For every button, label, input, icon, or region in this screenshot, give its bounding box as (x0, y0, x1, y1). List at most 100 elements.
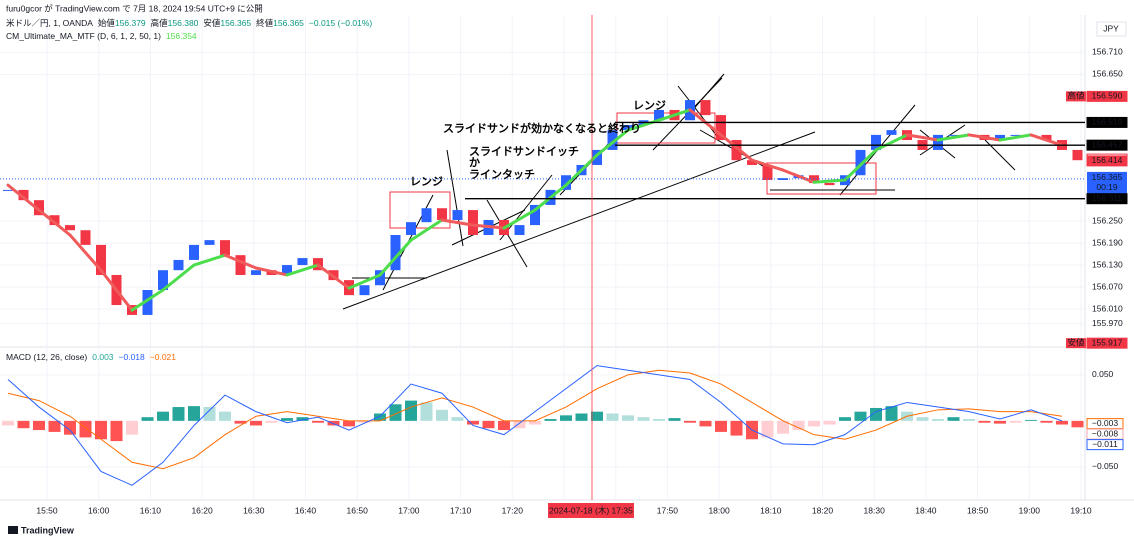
histogram-bar (637, 417, 650, 421)
price-label: 156.519 (1092, 117, 1123, 127)
candle (34, 200, 44, 216)
histogram-bar (761, 420, 774, 438)
ma-segment (1029, 133, 1064, 147)
x-tick-label: 18:50 (967, 505, 989, 515)
price-tag: 高値 (1067, 91, 1085, 101)
ma-segment (533, 183, 568, 212)
histogram-bar (157, 411, 169, 421)
macd-label-bg (1086, 439, 1124, 451)
logo (8, 526, 18, 534)
ma-segment (68, 233, 103, 272)
histogram-bar (792, 420, 805, 431)
y-tick-label: 156.650 (1092, 69, 1123, 79)
trend-line (342, 131, 816, 310)
histogram-bar (467, 420, 479, 425)
histogram-bar (436, 409, 448, 421)
range-box (616, 112, 716, 144)
candle (514, 225, 525, 235)
y-tick-label: 156.190 (1092, 237, 1123, 247)
histogram-bar (963, 419, 975, 421)
histogram-bar (281, 418, 293, 421)
currency-box (1096, 21, 1127, 37)
candle (995, 134, 1005, 141)
histogram-bar (575, 413, 588, 421)
histogram-bar (1025, 419, 1037, 421)
histogram-bar (265, 420, 278, 423)
histogram-bar (498, 420, 510, 431)
histogram-bar (823, 420, 836, 425)
histogram-bar (622, 415, 634, 421)
histogram-bar (1056, 420, 1068, 425)
y-tick-label: 156.710 (1092, 47, 1123, 57)
indicator-legend: CM_Ultimate_MA_MTF (D, 6, 1, 2, 50, 1) 15… (6, 31, 197, 41)
texts: furu0gcor が TradingView.com で 7月 18, 202… (6, 3, 1128, 535)
x-tick-label: 15:50 (36, 505, 58, 515)
x-tick-label: 16:20 (191, 505, 213, 515)
candle (142, 290, 153, 315)
price-label: 156.457 (1092, 139, 1123, 149)
annotation: レンジ (633, 99, 666, 112)
ma-segment (967, 133, 1002, 142)
histogram-bar (1040, 420, 1053, 423)
candle (623, 125, 633, 131)
ma-segment (440, 218, 475, 227)
ma-segment (378, 238, 413, 277)
candle (561, 175, 571, 190)
price-label: 156.311 (1092, 193, 1122, 203)
histogram-bar (48, 420, 61, 432)
histogram-bar (64, 420, 76, 435)
low-label: 安値 (203, 18, 221, 28)
candle (747, 160, 757, 165)
x-tick-label: 18:40 (915, 505, 937, 515)
price-label: 155.917 (1092, 337, 1123, 347)
histogram-bar (451, 417, 464, 421)
ma-segment (471, 223, 506, 230)
histogram-bar (885, 406, 898, 421)
y-tick-label: 156.130 (1092, 259, 1123, 269)
histogram-bar (296, 417, 309, 421)
candle (1010, 134, 1021, 136)
ma-segment (161, 263, 196, 292)
histogram-bar (405, 400, 417, 421)
candle (607, 130, 618, 150)
open: 156.379 (115, 18, 146, 28)
price-label-bg (1086, 337, 1128, 349)
histogram-bar (95, 420, 107, 440)
histogram-bar (358, 420, 371, 423)
candle (189, 244, 199, 260)
x-tick-label: 17:10 (450, 505, 472, 515)
candle (421, 208, 432, 223)
histogram-bar (839, 417, 851, 421)
y-tick-label: 156.070 (1092, 281, 1123, 291)
ma-segment (192, 253, 227, 267)
annotation: スライドサンドイッチ (469, 145, 579, 158)
ma-segment (347, 273, 382, 290)
x-tick-label: 16:50 (347, 505, 369, 515)
candle (1041, 134, 1052, 141)
histogram-bar (17, 420, 30, 429)
histogram-bar (219, 411, 231, 421)
ma-segment (781, 168, 816, 184)
ma-segment (843, 148, 878, 182)
candle (406, 222, 416, 235)
histogram-bar (529, 420, 541, 425)
price-label-bg (1086, 90, 1128, 102)
macd-legend-value: 0.003 (92, 352, 114, 362)
ma-segment (812, 178, 847, 184)
price-tag-bg (1066, 338, 1086, 349)
histogram-bar (932, 419, 944, 421)
marks (0, 100, 1085, 486)
annotation: か (469, 156, 480, 169)
histogram-bar (699, 420, 712, 427)
macd-name: MACD (12, 26, close) (6, 352, 87, 362)
countdown: 00:19 (1096, 182, 1118, 192)
macd-label: −0.008 (1092, 428, 1119, 438)
candle (65, 225, 75, 231)
candle (824, 182, 835, 186)
close: 156.365 (273, 18, 304, 28)
ma-segment (905, 133, 940, 142)
price-label-bg (1086, 193, 1128, 205)
macd-line (7, 365, 1063, 486)
histogram-bar (947, 417, 960, 421)
histogram-bar (79, 420, 92, 438)
